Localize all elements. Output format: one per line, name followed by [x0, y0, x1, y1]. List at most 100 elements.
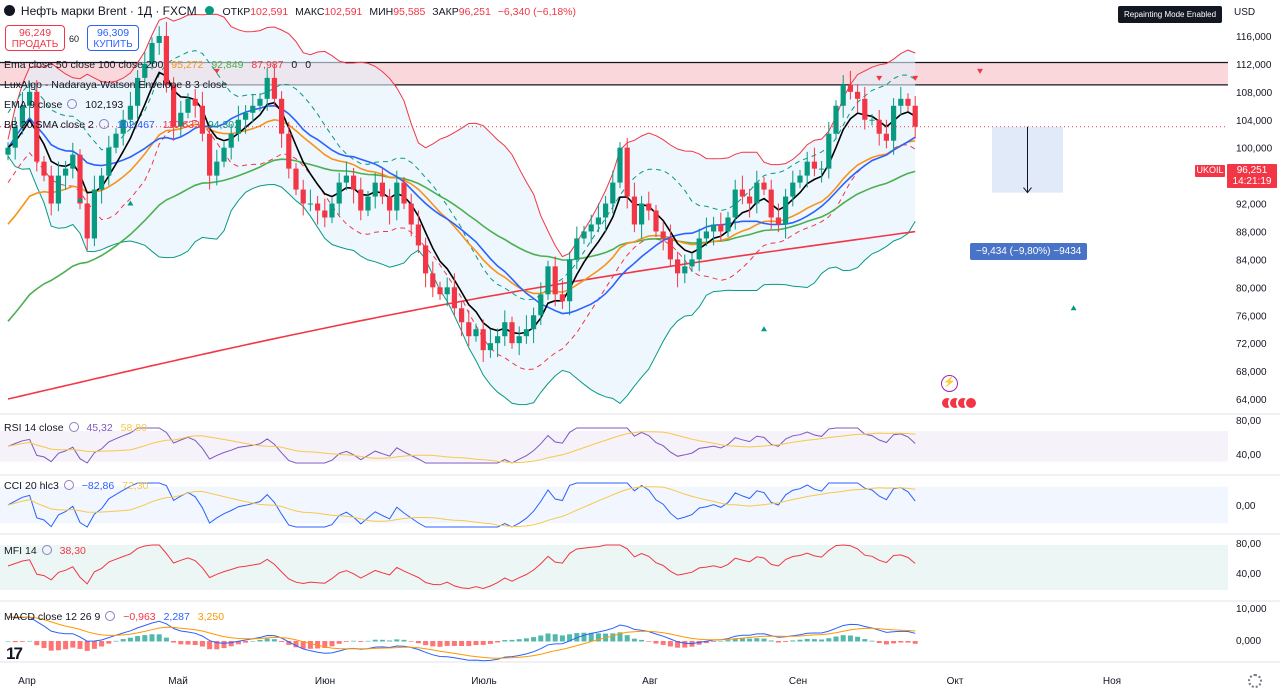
indicator-settings-icon[interactable] — [68, 422, 79, 432]
legend-macd[interactable]: MACD close 12 26 9 −0,963 2,287 3,250 — [4, 611, 224, 624]
macd-histogram-bar — [595, 633, 601, 642]
sell-button[interactable]: 96,249 ПРОДАТЬ — [5, 25, 65, 51]
bb-upper-line — [7, 13, 916, 258]
macd-histogram-bar — [588, 632, 594, 642]
bb-basis-value: 102,467 — [116, 119, 155, 131]
candle-body — [574, 238, 580, 260]
macd-histogram-bar — [70, 641, 76, 648]
candle-body — [99, 175, 105, 190]
settings-gear-icon[interactable] — [1248, 674, 1262, 688]
macd-histogram-bar — [905, 641, 911, 643]
macd-histogram-bar — [451, 641, 457, 646]
indicator-settings-icon[interactable] — [41, 545, 52, 555]
chart-title[interactable]: Нефть марки Brent · 1Д · FXCM — [20, 4, 197, 18]
bb-upper-value: 110,633 — [162, 119, 200, 131]
macd-histogram-bar — [487, 641, 493, 644]
y-tick-label: 76,000 — [1236, 311, 1267, 322]
candle-body — [329, 203, 335, 218]
candle-body — [271, 77, 277, 99]
candle-body — [754, 182, 760, 204]
macd-histogram-bar — [732, 638, 738, 642]
sell-signal-triangle — [876, 75, 883, 81]
indicator-settings-icon[interactable] — [67, 99, 78, 109]
indicator-settings-icon[interactable] — [105, 611, 116, 621]
sell-price: 96,249 — [18, 27, 52, 39]
lightning-icon[interactable]: ⚡ — [941, 375, 958, 392]
macd-histogram-bar — [754, 638, 760, 642]
candle-body — [516, 336, 522, 344]
macd-signal-value: 3,250 — [197, 611, 225, 623]
legend-luxalgo[interactable]: LuxAlgo - Nadaraya-Watson Envelope 8 3 c… — [4, 79, 227, 92]
macd-histogram-bar — [747, 638, 753, 642]
legend-luxalgo-label: LuxAlgo - Nadaraya-Watson Envelope 8 3 c… — [4, 79, 228, 91]
bb-lower-value: 94,302 — [207, 119, 240, 131]
macd-histogram-bar — [797, 639, 803, 642]
y-tick-label: 80,000 — [1236, 283, 1267, 294]
macd-histogram-bar — [495, 641, 501, 643]
candle-body — [675, 259, 681, 274]
macd-value: 2,287 — [163, 611, 190, 623]
candle-body — [365, 196, 371, 211]
candle-body — [567, 259, 573, 302]
macd-histogram-bar — [660, 641, 666, 645]
candle-body — [264, 77, 270, 99]
candle-body — [235, 119, 241, 134]
macd-histogram-bar — [192, 641, 198, 645]
y-tick-label: 92,000 — [1236, 200, 1267, 211]
candle-body — [790, 182, 796, 197]
candle-body — [214, 161, 220, 176]
last-price-tag: 96,251 14:21:19 — [1227, 164, 1277, 188]
currency-selector[interactable]: USD — [1234, 7, 1256, 18]
macd-histogram-bar — [199, 641, 205, 647]
candle-body — [437, 287, 443, 295]
measure-label[interactable]: −9,434 (−9,80%) −9434 — [970, 243, 1088, 260]
buy-button[interactable]: 96,309 КУПИТЬ — [87, 25, 139, 51]
macd-histogram-bar — [516, 639, 522, 642]
last-price: 96,251 — [1236, 165, 1268, 176]
candle-body — [322, 210, 328, 218]
sell-signal-triangle — [977, 68, 983, 74]
legend-bb[interactable]: BB 20 SMA close 2 102,467 110,633 94,302 — [4, 119, 240, 132]
legend-bb-label: BB 20 SMA close 2 — [4, 119, 94, 131]
candle-body — [891, 105, 897, 141]
legend-mfi[interactable]: MFI 14 38,30 — [4, 545, 86, 558]
indicator-settings-icon[interactable] — [63, 480, 74, 490]
candle-body — [732, 189, 738, 218]
macd-histogram-bar — [559, 635, 565, 642]
candle-body — [502, 322, 508, 337]
macd-histogram-bar — [646, 641, 652, 642]
candle-body — [55, 175, 61, 204]
x-tick-label: Окт — [947, 676, 964, 687]
ema9-value: 102,193 — [85, 99, 124, 111]
legend-ema[interactable]: Ema close 50 close 100 close 200 95,272 … — [4, 59, 311, 72]
macd-histogram-bar — [77, 641, 83, 649]
candle-body — [293, 168, 299, 190]
macd-histogram-bar — [567, 634, 573, 642]
legend-cci[interactable]: CCI 20 hlc3 −82,86 72,30 — [4, 480, 148, 493]
macd-histogram-bar — [19, 641, 25, 642]
macd-histogram-bar — [898, 641, 904, 643]
candle-body — [387, 196, 393, 211]
candle-body — [739, 189, 745, 197]
macd-histogram-bar — [12, 641, 18, 643]
macd-histogram-bar — [163, 637, 169, 642]
macd-histogram-bar — [142, 635, 148, 642]
macd-histogram-bar — [833, 636, 839, 642]
macd-histogram-bar — [790, 640, 796, 642]
macd-histogram-bar — [41, 641, 47, 648]
candle-body — [624, 147, 630, 197]
legend-rsi[interactable]: RSI 14 close 45,32 58,80 — [4, 422, 147, 435]
events-icons[interactable] — [940, 396, 980, 410]
macd-histogram-bar — [912, 641, 918, 644]
rsi-tick-label: 80,00 — [1236, 416, 1261, 427]
legend-ema9[interactable]: EMA 9 close 102,193 — [4, 99, 123, 112]
macd-histogram-bar — [876, 641, 882, 644]
legend-ema9-label: EMA 9 close — [4, 99, 63, 111]
indicator-settings-icon[interactable] — [98, 119, 109, 129]
sell-label: ПРОДАТЬ — [11, 39, 59, 50]
candle-body — [113, 133, 119, 148]
tradingview-logo[interactable]: 17 — [6, 644, 23, 663]
candle-body — [207, 133, 213, 176]
candle-body — [466, 322, 472, 337]
